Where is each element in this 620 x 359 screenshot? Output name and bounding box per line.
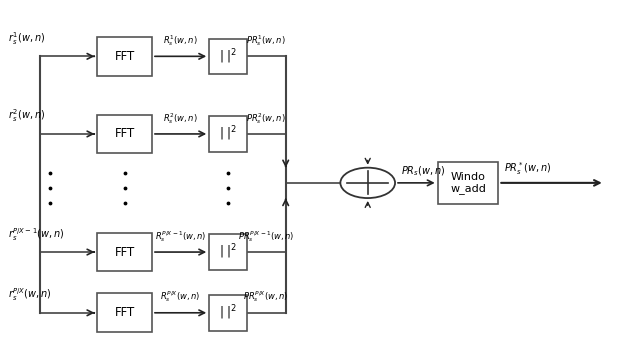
Text: $r_s^1(w,n)$: $r_s^1(w,n)$ (8, 30, 45, 47)
Text: FFT: FFT (115, 127, 135, 140)
Circle shape (340, 168, 395, 198)
Bar (209, 234, 247, 270)
Text: $R_s^2(w,n)$: $R_s^2(w,n)$ (163, 111, 198, 126)
Bar (97, 293, 152, 332)
Text: $PR_s^1(w,n)$: $PR_s^1(w,n)$ (246, 33, 286, 48)
Text: $R_s^{P/X-1}(w, n)$: $R_s^{P/X-1}(w, n)$ (155, 229, 206, 244)
Bar (438, 162, 498, 204)
Bar (97, 233, 152, 271)
Text: $| \ |^2$: $| \ |^2$ (219, 125, 237, 143)
Text: $PR_s^*(w,n)$: $PR_s^*(w,n)$ (505, 160, 552, 177)
Bar (97, 37, 152, 76)
Bar (209, 295, 247, 331)
Text: $r_s^{P/X}(w,n)$: $r_s^{P/X}(w,n)$ (8, 286, 52, 303)
Text: $R_s^{P/X}(w, n)$: $R_s^{P/X}(w, n)$ (161, 289, 201, 304)
Text: Windo
w_add: Windo w_add (450, 172, 486, 194)
Text: $PR_s^{P/X}(w, n)$: $PR_s^{P/X}(w, n)$ (244, 289, 289, 304)
Text: $| \ |^2$: $| \ |^2$ (219, 47, 237, 66)
Text: FFT: FFT (115, 246, 135, 258)
Text: FFT: FFT (115, 50, 135, 63)
Text: $r_s^{P/X-1}(w,n)$: $r_s^{P/X-1}(w,n)$ (8, 226, 64, 243)
Bar (209, 39, 247, 74)
Text: $| \ |^2$: $| \ |^2$ (219, 303, 237, 322)
Text: FFT: FFT (115, 306, 135, 319)
Text: $r_s^2(w,n)$: $r_s^2(w,n)$ (8, 108, 45, 125)
Text: $PR_s^{P/X-1}(w, n)$: $PR_s^{P/X-1}(w, n)$ (238, 229, 294, 244)
Bar (209, 116, 247, 151)
Text: $| \ |^2$: $| \ |^2$ (219, 243, 237, 261)
Text: $PR_s^2(w,n)$: $PR_s^2(w,n)$ (246, 111, 286, 126)
Bar (97, 115, 152, 153)
Text: $R_s^1(w,n)$: $R_s^1(w,n)$ (163, 33, 198, 48)
Text: $PR_s(w,n)$: $PR_s(w,n)$ (401, 164, 446, 178)
